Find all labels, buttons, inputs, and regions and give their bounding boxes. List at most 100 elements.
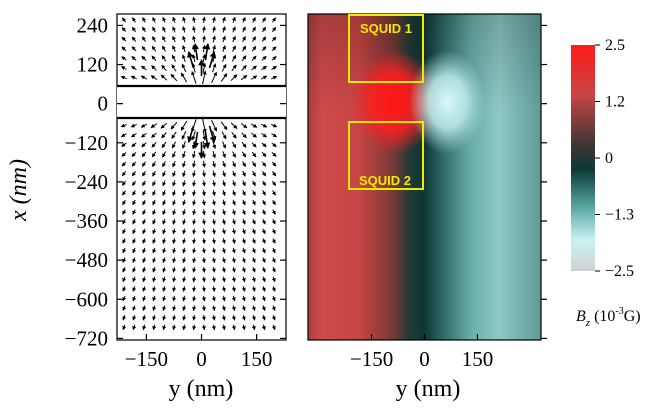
vector-arrow-422 xyxy=(182,305,187,312)
vector-arrow-164 xyxy=(161,151,167,158)
vector-arrow-108 xyxy=(240,74,248,81)
vector-arrow-6 xyxy=(182,16,187,23)
vector-arrow-230 xyxy=(182,189,187,197)
vector-arrow-363 xyxy=(231,266,236,273)
vector-arrow-459 xyxy=(231,324,236,331)
vector-arrow-112 xyxy=(120,123,127,128)
vector-arrow-342 xyxy=(182,257,187,264)
vector-arrow-86 xyxy=(181,63,187,73)
vector-arrow-0 xyxy=(122,17,126,23)
vector-arrow-321 xyxy=(132,247,137,254)
vector-arrow-403 xyxy=(152,295,157,302)
vector-arrow-338 xyxy=(142,257,147,264)
vector-arrow-261 xyxy=(172,209,177,216)
vector-arrow-348 xyxy=(241,257,246,264)
vector-arrow-343 xyxy=(192,257,197,264)
vector-arrow-179 xyxy=(152,161,156,168)
vector-arrow-77 xyxy=(251,55,257,62)
right-side-ticks xyxy=(541,24,547,339)
vector-arrow-242 xyxy=(142,199,147,206)
vector-arrow-124 xyxy=(240,123,248,129)
vector-arrow-84 xyxy=(161,64,167,72)
vector-arrow-46 xyxy=(261,36,267,42)
vector-arrow-58 xyxy=(222,45,226,53)
vector-arrow-405 xyxy=(172,295,177,302)
vector-arrow-204 xyxy=(242,170,246,177)
vector-arrow-423 xyxy=(192,305,197,312)
vector-arrow-175 xyxy=(271,152,277,157)
vector-arrow-80 xyxy=(120,66,127,70)
vector-panel: 240 120 0 −120 −240 −360 −480 −600 −720 −150 0 150… xyxy=(6,13,287,402)
vector-arrow-360 xyxy=(201,266,206,273)
vector-arrow-197 xyxy=(172,170,177,177)
vector-arrow-371 xyxy=(152,276,157,283)
vector-arrow-385 xyxy=(132,286,137,292)
vector-arrow-33 xyxy=(131,36,137,42)
vector-arrow-71 xyxy=(191,54,196,63)
vector-arrow-211 xyxy=(152,180,157,187)
vector-arrow-27 xyxy=(231,26,236,33)
vector-arrow-180 xyxy=(162,161,166,168)
vector-arrow-186 xyxy=(222,160,226,168)
vector-arrow-466 xyxy=(187,50,195,69)
vector-arrow-467 xyxy=(208,50,216,69)
vector-arrow-83 xyxy=(151,65,157,71)
vector-arrow-309 xyxy=(172,238,177,244)
vector-arrow-465 xyxy=(203,42,211,61)
vector-arrow-234 xyxy=(221,189,226,197)
left-x-tick-label-1: 0 xyxy=(196,347,207,371)
vector-arrow-351 xyxy=(271,257,276,264)
left-y-tick-label-5: −360 xyxy=(65,209,108,233)
squid-1-rect xyxy=(348,14,424,83)
vector-arrow-76 xyxy=(241,55,247,62)
heatmap-negative-lobe xyxy=(409,50,485,154)
vector-arrow-364 xyxy=(241,266,246,273)
vector-arrow-370 xyxy=(142,276,147,283)
vector-arrow-38 xyxy=(182,35,186,43)
vector-arrow-240 xyxy=(122,199,127,206)
vector-arrow-263 xyxy=(192,209,197,216)
vector-arrow-182 xyxy=(182,160,186,168)
vector-arrow-158 xyxy=(261,142,267,148)
vector-arrow-228 xyxy=(162,190,167,197)
vector-arrow-155 xyxy=(231,141,237,149)
vector-arrow-157 xyxy=(251,142,257,148)
left-y-axis-title: x (nm) xyxy=(6,159,32,222)
right-x-ticks: −150 0 150 xyxy=(350,334,493,371)
vector-arrow-24 xyxy=(201,25,206,33)
vector-arrow-246 xyxy=(182,199,187,206)
vector-arrow-96 xyxy=(120,75,127,80)
vector-arrow-64 xyxy=(121,56,127,61)
wire-bar-body xyxy=(117,86,286,118)
vector-arrow-259 xyxy=(152,209,157,216)
vector-arrow-438 xyxy=(182,314,187,321)
vector-arrow-297 xyxy=(211,228,216,235)
vector-arrow-63 xyxy=(271,46,277,52)
squid-1-box: SQUID 1 xyxy=(348,14,424,83)
vector-arrow-347 xyxy=(231,257,236,264)
heatmap-panel: SQUID 1 SQUID 2 −150 0 150 y (nm) xyxy=(307,13,547,402)
vector-arrow-312 xyxy=(201,238,206,245)
vector-arrow-198 xyxy=(182,170,187,178)
vector-arrow-252 xyxy=(241,199,246,206)
vector-arrow-284 xyxy=(241,218,246,225)
vector-arrow-193 xyxy=(131,171,137,177)
vector-arrow-414 xyxy=(261,295,266,302)
vector-arrow-26 xyxy=(221,26,226,33)
vector-arrow-20 xyxy=(162,26,166,33)
vector-arrow-14 xyxy=(261,17,266,23)
vector-arrow-4 xyxy=(162,16,167,23)
vector-arrow-325 xyxy=(172,247,177,254)
vector-arrow-82 xyxy=(141,65,147,71)
vector-arrow-7 xyxy=(192,16,197,23)
vector-arrow-286 xyxy=(261,218,266,225)
vector-arrow-398 xyxy=(261,286,266,292)
colorbar: 2.5 1.2 0 −1.3 −2.5 Bz (10-3G) xyxy=(571,37,641,329)
vector-arrow-378 xyxy=(221,276,226,283)
vector-arrow-464 xyxy=(192,42,200,61)
vector-arrow-328 xyxy=(201,247,206,254)
vector-arrow-294 xyxy=(182,228,187,235)
vector-arrow-138 xyxy=(221,131,227,140)
vector-arrow-113 xyxy=(130,123,137,128)
vector-arrow-185 xyxy=(212,160,216,168)
